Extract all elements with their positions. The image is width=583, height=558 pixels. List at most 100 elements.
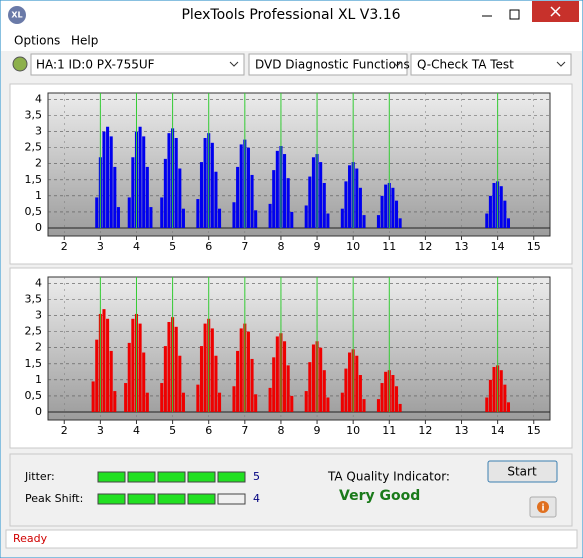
status-bar	[5, 529, 578, 549]
x-tick-label: 12	[418, 240, 432, 253]
bar	[142, 136, 146, 228]
y-tick-label: 0,5	[25, 389, 43, 402]
bar	[174, 137, 178, 228]
results-panel	[9, 453, 573, 527]
bar	[275, 336, 279, 412]
bar	[246, 331, 250, 412]
y-tick-label: 0,5	[25, 205, 43, 218]
bar	[95, 339, 99, 412]
bar	[348, 352, 352, 412]
bar	[250, 174, 254, 228]
bar	[138, 126, 142, 228]
bar	[268, 203, 272, 228]
bar	[214, 355, 218, 412]
bar	[210, 328, 214, 412]
bar	[106, 126, 110, 228]
x-tick-label: 5	[169, 424, 176, 437]
bar	[178, 168, 182, 228]
bar	[239, 328, 243, 412]
drive-select[interactable]	[30, 53, 245, 76]
quality-label: TA Quality Indicator:	[327, 470, 450, 484]
bar	[196, 384, 200, 412]
bar	[304, 205, 308, 228]
bar	[398, 218, 402, 228]
bar	[232, 202, 236, 228]
bar	[506, 402, 511, 412]
bar	[376, 215, 380, 228]
bar	[358, 375, 362, 412]
bar	[358, 187, 362, 228]
bar	[142, 352, 146, 412]
quality-value: Very Good	[339, 488, 420, 504]
x-tick-label: 6	[205, 424, 212, 437]
peak-shift-value: 4	[253, 492, 260, 505]
bar	[95, 197, 99, 228]
x-tick-label: 4	[133, 240, 140, 253]
bar	[355, 355, 359, 412]
bar	[254, 210, 258, 228]
bar	[218, 392, 222, 412]
bar	[181, 208, 185, 228]
bar	[322, 182, 326, 228]
y-tick-label: 3	[35, 309, 42, 322]
bar	[232, 386, 236, 412]
meter-segment	[217, 471, 246, 483]
bar	[506, 218, 511, 228]
bar	[138, 323, 142, 412]
bar	[394, 200, 399, 228]
jitter-value: 5	[253, 470, 260, 483]
bar	[214, 171, 218, 228]
plot-area	[47, 92, 551, 237]
y-tick-label: 4	[35, 276, 42, 289]
bar	[283, 341, 287, 412]
bar	[113, 391, 117, 412]
menu-item[interactable]: Help	[71, 34, 98, 48]
bar	[199, 346, 204, 412]
function-select[interactable]	[248, 53, 408, 76]
x-tick-label: 4	[133, 424, 140, 437]
x-tick-label: 11	[382, 240, 396, 253]
start-button[interactable]	[487, 460, 558, 483]
bar	[355, 168, 359, 228]
bar	[124, 383, 128, 412]
bar	[167, 321, 171, 412]
bar	[311, 344, 315, 412]
bar	[492, 366, 496, 412]
test-select[interactable]	[410, 53, 572, 76]
start-button-text: Start	[507, 465, 537, 479]
bar	[272, 357, 276, 412]
bar	[218, 208, 222, 228]
x-tick-label: 12	[418, 424, 432, 437]
x-tick-label: 13	[455, 240, 469, 253]
bar	[362, 399, 366, 412]
bar	[145, 392, 149, 412]
bar	[391, 187, 395, 228]
info-icon	[537, 501, 549, 513]
bar	[116, 207, 120, 228]
dropdown-arrow	[392, 61, 402, 67]
y-tick-label: 0	[35, 405, 42, 418]
menu-item[interactable]: Options	[14, 34, 60, 48]
bar	[499, 186, 503, 228]
bar	[308, 176, 312, 228]
x-tick-label: 8	[277, 240, 284, 253]
maximize-button[interactable]	[509, 9, 520, 20]
x-tick-label: 10	[346, 424, 360, 437]
dropdown-arrow	[556, 61, 566, 67]
bar	[485, 213, 489, 228]
bar	[319, 347, 323, 412]
bar	[488, 379, 492, 412]
meter-segment	[127, 493, 156, 505]
bar	[326, 213, 330, 228]
x-tick-label: 9	[314, 424, 321, 437]
meter-segment	[97, 493, 126, 505]
bar	[283, 154, 287, 228]
bar	[391, 375, 395, 412]
y-tick-label: 1	[35, 189, 42, 202]
bar	[236, 350, 240, 412]
bar	[380, 383, 384, 412]
plot-area	[47, 276, 551, 421]
bar	[199, 162, 204, 228]
y-tick-label: 4	[35, 92, 42, 105]
